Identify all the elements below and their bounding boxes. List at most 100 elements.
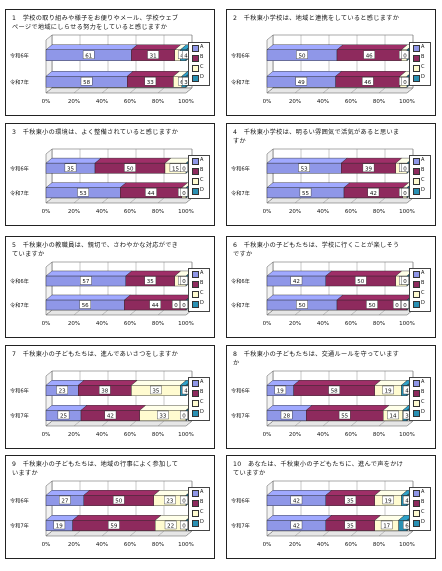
bar-segment-top <box>45 182 127 188</box>
legend-item-A: A <box>189 156 209 166</box>
plot-floor <box>45 309 193 316</box>
data-label: 42 <box>293 499 300 505</box>
data-label: 15 <box>172 166 179 172</box>
legend-label: A <box>421 44 425 50</box>
data-label-box <box>362 163 375 172</box>
legend-swatch <box>413 500 420 507</box>
bar-chart: 0% 20% 40% 60% 80% 100% 令和6年 23 38 35 4 令和7年 25 42 33 0 <box>10 370 194 438</box>
legend-item-A: A <box>410 378 430 388</box>
chart-title: 4 千秋東小学校は、明るい雰囲気で活気があると思いますか <box>233 129 400 145</box>
legend-swatch <box>413 45 420 52</box>
legend-item-C: C <box>410 63 430 73</box>
bar-segment-top <box>130 380 187 386</box>
data-label-box <box>179 276 188 285</box>
bar-segment-top <box>266 490 333 496</box>
legend-item-C: C <box>189 176 209 186</box>
data-label: 23 <box>166 499 173 505</box>
legend-item-C: C <box>410 398 430 408</box>
bar-chart: 0% 20% 40% 60% 80% 100% 令和6年 27 50 23 0 令和7年 19 59 22 0 <box>10 480 194 548</box>
chart-title: 1 学校の取り組みや様子をお便りやメール、学校ウェブページで地域にしらせる努力を… <box>12 15 179 31</box>
gridline <box>294 197 302 204</box>
bar-segment-top <box>305 405 390 411</box>
bar-chart: 0%20%40%60%80%100%令和6年613144令和7年583363 <box>10 34 194 105</box>
legend-label: D <box>200 519 204 525</box>
plot-floor <box>45 420 193 427</box>
bar-segment-top <box>45 44 138 50</box>
legend-item-B: B <box>189 498 209 508</box>
chart-title: 7 千秋東小の子どもたちは、進んであいさつをしますか <box>12 351 179 358</box>
legend-item-B: B <box>410 498 430 508</box>
legend-label: D <box>200 187 204 193</box>
gridline <box>73 530 81 537</box>
category-label: 令和7年 <box>231 412 250 420</box>
data-label: 0 <box>182 279 186 285</box>
legend-swatch <box>192 400 199 407</box>
data-label-box <box>149 300 162 309</box>
x-tick-label: 100% <box>399 99 415 105</box>
gridline <box>73 420 81 427</box>
category-label: 令和6年 <box>10 277 29 285</box>
gridline <box>294 420 302 427</box>
chart-panel-10: 10 あなたは、千秋東小の子どもたちに、進んで声をかけていますか 0% 20% 40%… <box>226 455 436 559</box>
data-label: 35 <box>147 279 154 285</box>
legend-label: A <box>200 44 204 50</box>
data-label-box <box>124 163 136 172</box>
data-label: 50 <box>369 303 376 309</box>
data-label: 53 <box>80 191 87 197</box>
data-label: 0 <box>174 303 178 309</box>
legend-swatch <box>413 390 420 397</box>
category-label: 令和6年 <box>231 277 250 285</box>
gridline <box>101 530 109 537</box>
legend-swatch <box>192 301 199 308</box>
data-label-box <box>354 276 367 285</box>
bar-chart: 0%20%40%60%80%100%令和6年425080令和7年505000 <box>231 261 415 327</box>
bar-segment-top <box>45 490 91 496</box>
bar-segment-top <box>266 270 333 277</box>
data-label: 55 <box>341 414 348 420</box>
data-label: 0 <box>182 303 186 309</box>
legend-swatch <box>192 490 199 497</box>
chart-panel-4: 4 千秋東小学校は、明るい雰囲気で活気があると思いますか 0% 20% 40% 60% 8… <box>226 123 436 226</box>
legend-label: D <box>200 74 204 80</box>
data-label: 19 <box>56 524 63 530</box>
x-tick-label: 0% <box>42 321 51 327</box>
chart-panel-3: 3 千秋東小の環境は、よく整備されていると感じますか 0% 20% 40% 60% 80%… <box>5 123 215 226</box>
gridline <box>266 420 274 427</box>
data-label-box <box>179 300 188 309</box>
data-label-box <box>104 410 117 420</box>
plot-floor <box>45 87 193 94</box>
data-label-box <box>328 385 340 395</box>
x-tick-label: 80% <box>373 321 385 327</box>
legend-label: B <box>421 167 425 173</box>
bar-segment-top <box>325 515 382 521</box>
legend-swatch <box>192 281 199 288</box>
data-label: 50 <box>357 279 364 285</box>
data-label-box <box>274 385 287 395</box>
chart-panel-8: 8 千秋東小の子どもたちは、交通ルールを守っていますか 0% 20% 40% 60% 80… <box>226 345 436 449</box>
x-tick-label: 60% <box>124 209 136 215</box>
legend-item-B: B <box>189 279 209 289</box>
chart-panel-5: 5 千秋東小の教職員は、親切で、さわやかな対応ができていますか 0% 20% 40% 6… <box>5 236 215 338</box>
gridline <box>350 309 358 316</box>
chart-panel-1: 1 学校の取り組みや様子をお便りやメール、学校ウェブページで地域にしらせる努力を… <box>5 9 215 116</box>
data-label-box <box>164 495 176 505</box>
legend-swatch <box>192 510 199 517</box>
legend-item-D: D <box>189 299 209 309</box>
gridline <box>266 87 274 94</box>
x-tick-label: 80% <box>152 99 164 105</box>
x-tick-label: 0% <box>42 432 51 438</box>
bar-segment-top <box>80 405 147 411</box>
data-label-box <box>296 300 308 309</box>
legend-swatch <box>192 271 199 278</box>
bar-segment-top <box>336 44 408 50</box>
chart-title: 9 千秋東小の子どもたちは、地域の行事によく参加していますか <box>12 461 179 477</box>
data-label: 25 <box>60 414 67 420</box>
gridline <box>101 420 109 427</box>
legend-item-D: D <box>410 186 430 196</box>
legend-label: A <box>421 270 425 276</box>
data-label-box <box>290 495 303 505</box>
gridline <box>294 309 302 316</box>
data-label: 27 <box>61 499 68 505</box>
